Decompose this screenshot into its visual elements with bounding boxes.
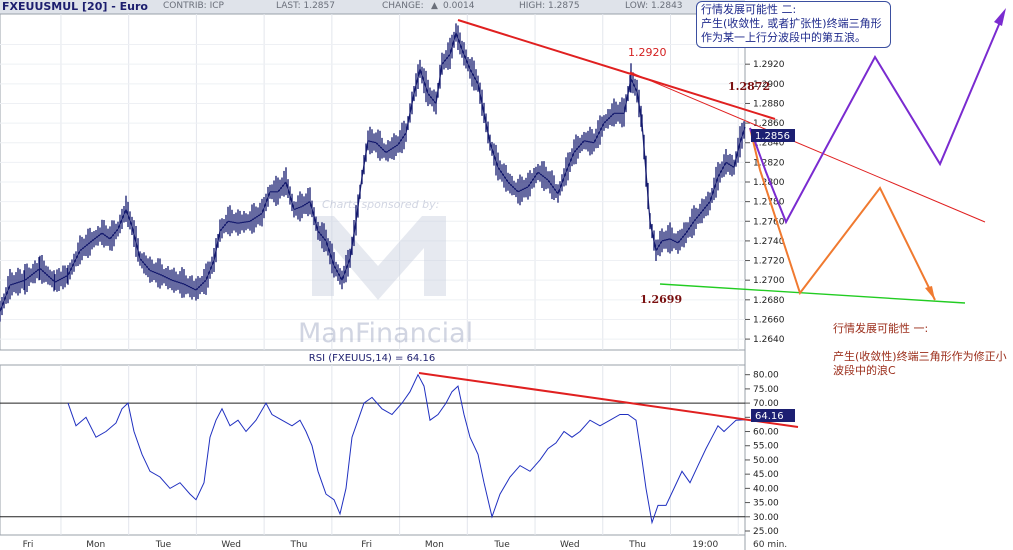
scenario-two-title: 行情发展可能性 二: — [701, 3, 797, 16]
price-tick-label: 1.2880 — [753, 99, 785, 109]
rsi-plot-area — [0, 364, 746, 536]
price-tick-label: 1.2900 — [753, 80, 785, 90]
up-triangle-icon: ▲ — [431, 1, 438, 11]
low-price-label: 1.2699 — [640, 293, 682, 306]
rsi-trend-line — [418, 372, 799, 428]
price-tick-label: 1.2820 — [753, 158, 785, 168]
rsi-tick-label: 35.00 — [753, 499, 779, 509]
rsi-value: 64.16 — [755, 411, 784, 422]
price-tick-label: 1.2800 — [753, 178, 785, 188]
upper-trend-line — [457, 19, 776, 120]
contrib-label: CONTRIB: ICP — [163, 1, 224, 11]
rsi-tick-label: 25.00 — [753, 527, 779, 537]
price-tick-label: 1.2920 — [753, 60, 785, 70]
rsi-tick-label: 30.00 — [753, 513, 779, 523]
grid — [0, 14, 745, 535]
rsi-tick-label: 60.00 — [753, 428, 779, 438]
x-tick-label: Thu — [628, 540, 646, 550]
x-tick-label: Tue — [493, 540, 510, 550]
x-tick-label: Wed — [560, 540, 580, 550]
scenario-one-body: 产生(收敛性)终端三角形作为修正小波段中的浪C — [833, 350, 1007, 377]
price-tick-label: 1.2720 — [753, 257, 785, 267]
price-tick-label: 1.2840 — [753, 139, 785, 149]
price-tick-label: 1.2640 — [753, 335, 785, 345]
high-label: HIGH: 1.2875 — [519, 1, 580, 11]
x-tick-label: Mon — [425, 540, 444, 550]
rsi-tick-label: 40.00 — [753, 484, 779, 494]
change-label: CHANGE: — [382, 1, 424, 11]
scenario-one-note: 行情发展可能性 一: 产生(收敛性)终端三角形作为修正小波段中的浪C — [833, 322, 1008, 378]
rsi-tick-label: 50.00 — [753, 456, 779, 466]
price-tick-label: 1.2700 — [753, 276, 785, 286]
high-price-label: 1.2872 — [728, 80, 770, 93]
sponsor-text: Charts sponsored by: — [322, 198, 439, 211]
x-unit-label: 60 min. — [753, 540, 787, 550]
series-layer — [0, 23, 746, 525]
x-tick-label: Mon — [86, 540, 105, 550]
last-price-value: 1.2856 — [755, 131, 790, 142]
price-tick-label: 1.2680 — [753, 296, 785, 306]
scenario-two-box: 行情发展可能性 二: 产生(收敛性, 或者扩张性)终端三角形作为某一上行分波段中… — [696, 1, 891, 48]
last-label: LAST: 1.2857 — [276, 1, 335, 11]
rsi-tick-label: 55.00 — [753, 442, 779, 452]
scenario-two-body: 产生(收敛性, 或者扩张性)终端三角形作为某一上行分波段中的第五浪。 — [701, 17, 882, 44]
rsi-line — [67, 373, 746, 525]
chart-header: FXEUUSMUL [20] - Euro CONTRIB: ICP LAST:… — [0, 0, 745, 14]
price-tick-label: 1.2780 — [753, 198, 785, 208]
watermark: Charts sponsored by: ManFinancial — [298, 198, 473, 349]
change-value: 0.0014 — [443, 1, 475, 11]
x-tick-label: Fri — [23, 540, 34, 550]
symbol-label: FXEUUSMUL [20] - Euro — [2, 0, 148, 13]
scenario-two-arrow — [994, 8, 1006, 26]
rsi-tick-label: 75.00 — [753, 385, 779, 395]
price-tick-label: 1.2860 — [753, 119, 785, 129]
rsi-tick-label: 45.00 — [753, 470, 779, 480]
low-label: LOW: 1.2843 — [625, 1, 683, 11]
rsi-value-tag — [751, 409, 795, 422]
price-tick-label: 1.2660 — [753, 315, 785, 325]
scenario-one-title: 行情发展可能性 一: — [833, 322, 929, 335]
rsi-panel-title: RSI (FXEUUS,14) = 64.16 — [309, 353, 435, 364]
peak-price-label: 1.2920 — [628, 46, 667, 59]
last-price-tag — [751, 129, 795, 142]
price-line — [0, 30, 746, 312]
wedge-line — [629, 71, 986, 223]
logo-mark — [312, 216, 446, 300]
x-tick-label: Wed — [221, 540, 241, 550]
rsi-tick-label: 80.00 — [753, 371, 779, 381]
scenario-one-arrow — [925, 286, 935, 300]
scenario-two-path — [749, 14, 1004, 225]
x-tick-label: 19:00 — [692, 540, 718, 550]
x-tick-label: Tue — [155, 540, 172, 550]
price-tick-label: 1.2740 — [753, 237, 785, 247]
rsi-tick-label: 70.00 — [753, 399, 779, 409]
x-tick-label: Thu — [289, 540, 307, 550]
scenario-one-path — [749, 127, 936, 301]
x-tick-label: Fri — [361, 540, 372, 550]
brand-text: ManFinancial — [298, 318, 473, 349]
price-tick-label: 1.2760 — [753, 217, 785, 227]
support-line — [659, 283, 966, 304]
